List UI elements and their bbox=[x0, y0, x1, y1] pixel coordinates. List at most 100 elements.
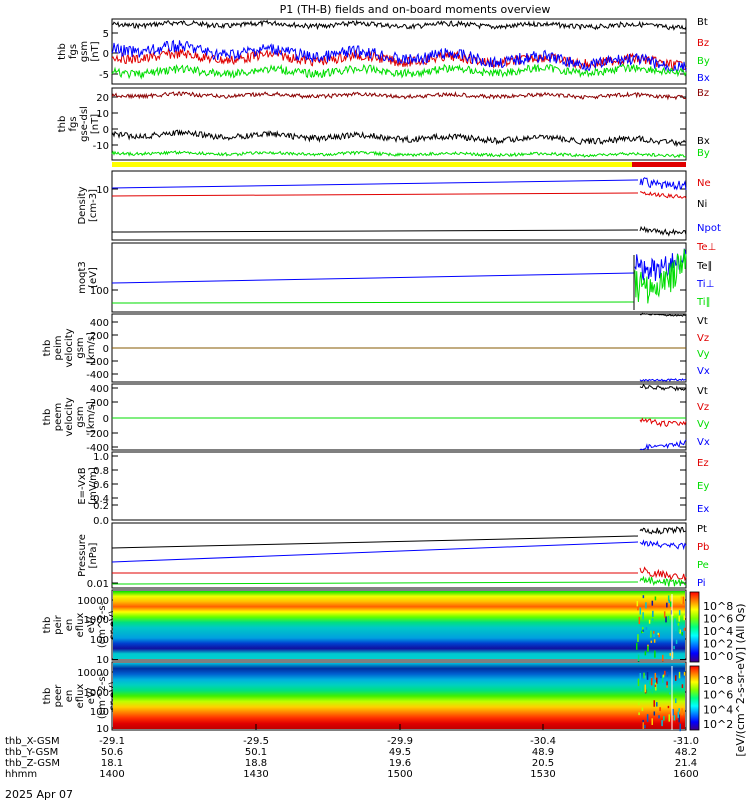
colorbar-2-gradient bbox=[689, 665, 700, 731]
spectrogram-burst-pixel bbox=[639, 673, 642, 681]
spectrogram-burst-pixel bbox=[668, 599, 671, 604]
panel-1-tick-label: -5 bbox=[99, 70, 109, 81]
panel-10-ylabel-line: eflux bbox=[75, 684, 86, 709]
panel-10-tick-label: 1000 bbox=[84, 688, 109, 699]
panel-7: E=-VxB [mV/m] 1.0 0.8 0.6 0.40.2 0.0 Ez Ey Ex bbox=[77, 451, 709, 527]
legend-bz: Bz bbox=[697, 88, 709, 99]
spectrogram-burst-pixel bbox=[662, 654, 664, 662]
panel-8-frame bbox=[111, 522, 687, 589]
spectrogram-burst-pixel bbox=[666, 685, 668, 688]
spectrogram-burst-pixel bbox=[664, 670, 666, 676]
x-row-value: 18.1 bbox=[101, 758, 123, 769]
x-row-value: 50.1 bbox=[245, 747, 267, 758]
spectrogram-burst-pixel bbox=[638, 616, 641, 625]
series-npot-burst bbox=[639, 177, 687, 191]
colorbar-1-tick: 10^4 bbox=[703, 625, 733, 638]
spectrogram-burst-pixel bbox=[648, 630, 651, 638]
spectrogram-burst-pixel bbox=[674, 675, 677, 681]
spectrogram-burst-pixel bbox=[663, 716, 665, 721]
panel-10-ylabel-line: thb bbox=[42, 688, 53, 705]
series-ni bbox=[111, 229, 639, 233]
panel-7-tick-label: 1.0 bbox=[93, 452, 109, 463]
panel-8-ylabel-line: Pressure bbox=[77, 534, 88, 577]
spectrogram-burst-pixel bbox=[681, 684, 684, 689]
x-row-label: thb_Y-GSM bbox=[5, 747, 58, 758]
spectrogram-burst-pixel bbox=[681, 632, 683, 636]
spectrogram-burst-pixel bbox=[666, 678, 668, 682]
panel-6-ylabel-line: gsm bbox=[75, 406, 86, 427]
panel-9-ylabel-line: eV/ bbox=[86, 616, 97, 633]
panel-9-ylabel-line: en bbox=[64, 619, 75, 632]
spectrogram-burst-pixel bbox=[639, 607, 642, 615]
panel-9: thbpeirenefluxeV/(cm^2-s-sr-eV)100001000… bbox=[42, 589, 687, 666]
panel-9-ylabel-line: eflux bbox=[75, 613, 86, 638]
panel-6: thb peem velocity gsm [km/s] 400 200 0 -200 -400 V… bbox=[42, 383, 710, 454]
spectrogram-burst-pixel bbox=[637, 606, 639, 611]
series-pi-burst bbox=[639, 539, 687, 551]
series-ne-burst bbox=[639, 191, 687, 199]
series-bx-dsl bbox=[111, 129, 687, 148]
spectrogram-burst-pixel bbox=[660, 674, 662, 679]
panel-5-tick-label: 0 bbox=[103, 344, 109, 355]
series-pe bbox=[111, 581, 639, 585]
spectrogram-burst-pixel bbox=[648, 619, 651, 624]
spectrogram-burst-pixel bbox=[667, 595, 670, 601]
x-row-value: -29.5 bbox=[243, 736, 269, 747]
spectrogram-burst-pixel bbox=[665, 616, 667, 623]
series-ti-par bbox=[111, 301, 635, 304]
x-row-value: 1600 bbox=[673, 769, 698, 780]
panel-2-tick-label: 0 bbox=[103, 125, 109, 136]
panel-10-ylabel-line: en bbox=[64, 690, 75, 703]
legend-ti∥: Ti∥ bbox=[696, 297, 711, 308]
spectrogram-burst-pixel bbox=[683, 627, 686, 631]
panel-1-ylabel-line: [nT] bbox=[90, 41, 101, 61]
spectrogram-burst-pixel bbox=[652, 610, 654, 617]
panel-7-ylabel-line: [mV/m] bbox=[88, 467, 99, 505]
spectrogram-burst-pixel bbox=[650, 640, 653, 643]
colorbar-1-tick: 10^0 bbox=[703, 650, 733, 663]
spectrogram-burst-pixel bbox=[683, 615, 686, 621]
series-npot bbox=[111, 179, 639, 189]
x-row-value: 50.6 bbox=[101, 747, 123, 758]
legend-vy: Vy bbox=[697, 349, 710, 360]
legend-vy: Vy bbox=[697, 419, 710, 430]
panel-1-ylabel-line: thb bbox=[57, 43, 68, 60]
series-vx-e bbox=[639, 439, 687, 451]
panel-6-ylabel-line: [km/s] bbox=[86, 401, 97, 433]
x-row-label: thb_X-GSM bbox=[5, 736, 60, 747]
x-axis-labels: thb_X-GSM -29.1 -29.5 -29.9 -30.4 -31.0 thb_Y-… bbox=[5, 724, 699, 780]
panel-7-tick-label: 0.0 bbox=[93, 516, 109, 527]
spectrogram-burst-pixel bbox=[661, 720, 663, 727]
spectrogram-burst-pixel bbox=[647, 646, 649, 652]
series-ne bbox=[111, 192, 639, 197]
series-bt bbox=[111, 19, 687, 31]
legend-bz: Bz bbox=[697, 38, 709, 49]
panel-7-tick-label: 0.2 bbox=[93, 501, 109, 512]
legend-ti⊥: Ti⊥ bbox=[696, 279, 714, 290]
spectrogram-burst-pixel bbox=[638, 653, 640, 656]
spectrogram-burst-pixel bbox=[662, 674, 665, 678]
spectrogram-burst-pixel bbox=[653, 700, 655, 707]
colorbar-2-tick: 10^4 bbox=[703, 703, 733, 716]
spectrogram-burst-pixel bbox=[642, 595, 645, 599]
legend-vt: Vt bbox=[697, 316, 708, 327]
panel-10-frame bbox=[111, 661, 687, 731]
spectrogram-burst-pixel bbox=[657, 632, 660, 635]
panel-1-tick-label: 5 bbox=[103, 29, 109, 40]
panel-1-ylabel-line: gsm bbox=[79, 41, 90, 62]
panel-4-tick-label: 100 bbox=[90, 286, 109, 297]
series-pi bbox=[111, 541, 639, 563]
spectrogram-burst-pixel bbox=[640, 684, 642, 692]
spectrogram-burst-pixel bbox=[667, 616, 670, 621]
spectrogram-burst-pixel bbox=[651, 600, 654, 606]
spectrogram-burst-pixel bbox=[654, 672, 657, 680]
series-bz-dsl bbox=[111, 90, 687, 101]
panel-8-tick-label: 0.01 bbox=[87, 579, 109, 590]
x-row-value: -29.9 bbox=[387, 736, 413, 747]
colorbar-2-tick: 10^2 bbox=[703, 718, 733, 731]
legend-pb: Pb bbox=[697, 542, 709, 553]
date-label: 2025 Apr 07 bbox=[5, 788, 73, 800]
spectrogram-burst-pixel bbox=[678, 671, 681, 679]
panel-5-tick-label: -200 bbox=[86, 357, 109, 368]
